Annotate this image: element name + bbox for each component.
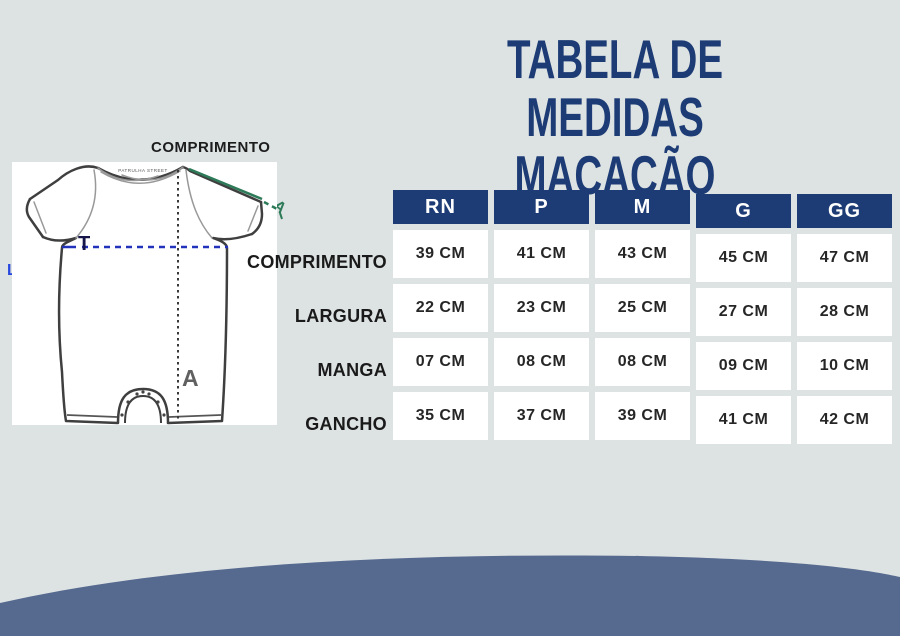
- crotch-snaps: [120, 390, 166, 417]
- row-label-manga: MANGA: [317, 360, 387, 380]
- marker-a: A: [182, 365, 199, 391]
- table-corner-spacer: [245, 190, 387, 224]
- value-largura-g: 27 CM: [696, 288, 791, 336]
- comprimento-measure-label: COMPRIMENTO: [151, 139, 271, 156]
- value-manga-p: 08 CM: [494, 338, 589, 386]
- column-header-m: M: [595, 190, 690, 224]
- garment-brand-text: PATRULHA STREET: [118, 168, 168, 173]
- value-largura-rn: 22 CM: [393, 284, 488, 332]
- page-title: TABELA DE MEDIDAS MACACÃO: [444, 30, 787, 204]
- value-gancho-rn: 35 CM: [393, 392, 488, 440]
- value-gancho-g: 41 CM: [696, 396, 791, 444]
- footer-wave: [0, 555, 900, 636]
- page-title-line1: TABELA DE MEDIDAS: [506, 28, 724, 148]
- value-largura-p: 23 CM: [494, 284, 589, 332]
- row-label-largura: LARGURA: [294, 306, 387, 326]
- value-comprimento-rn: 39 CM: [393, 230, 488, 278]
- value-gancho-p: 37 CM: [494, 392, 589, 440]
- value-largura-m: 25 CM: [595, 284, 690, 332]
- crotch-placket-line: [124, 394, 162, 424]
- row-label-gancho: GANCHO: [305, 414, 387, 434]
- value-comprimento-p: 41 CM: [494, 230, 589, 278]
- marker-t: T: [78, 233, 90, 255]
- value-manga-m: 08 CM: [595, 338, 690, 386]
- value-comprimento-gg: 47 CM: [797, 234, 892, 282]
- value-gancho-m: 39 CM: [595, 392, 690, 440]
- value-comprimento-m: 43 CM: [595, 230, 690, 278]
- column-header-g: G: [696, 194, 791, 228]
- row-label-comprimento: COMPRIMENTO: [247, 252, 387, 272]
- value-manga-rn: 07 CM: [393, 338, 488, 386]
- value-comprimento-g: 45 CM: [696, 234, 791, 282]
- value-manga-gg: 10 CM: [797, 342, 892, 390]
- value-manga-g: 09 CM: [696, 342, 791, 390]
- column-header-p: P: [494, 190, 589, 224]
- value-gancho-gg: 42 CM: [797, 396, 892, 444]
- column-header-gg: GG: [797, 194, 892, 228]
- column-header-rn: RN: [393, 190, 488, 224]
- diagram-background: [12, 162, 277, 425]
- romper-diagram: PATRULHA STREET A T: [12, 162, 283, 425]
- manga-measure-line: [188, 167, 283, 220]
- romper-seams: [33, 166, 259, 239]
- value-largura-gg: 28 CM: [797, 288, 892, 336]
- size-table: RN P M G GG COMPRIMENTO 39 CM 41 CM 43 C…: [245, 190, 892, 444]
